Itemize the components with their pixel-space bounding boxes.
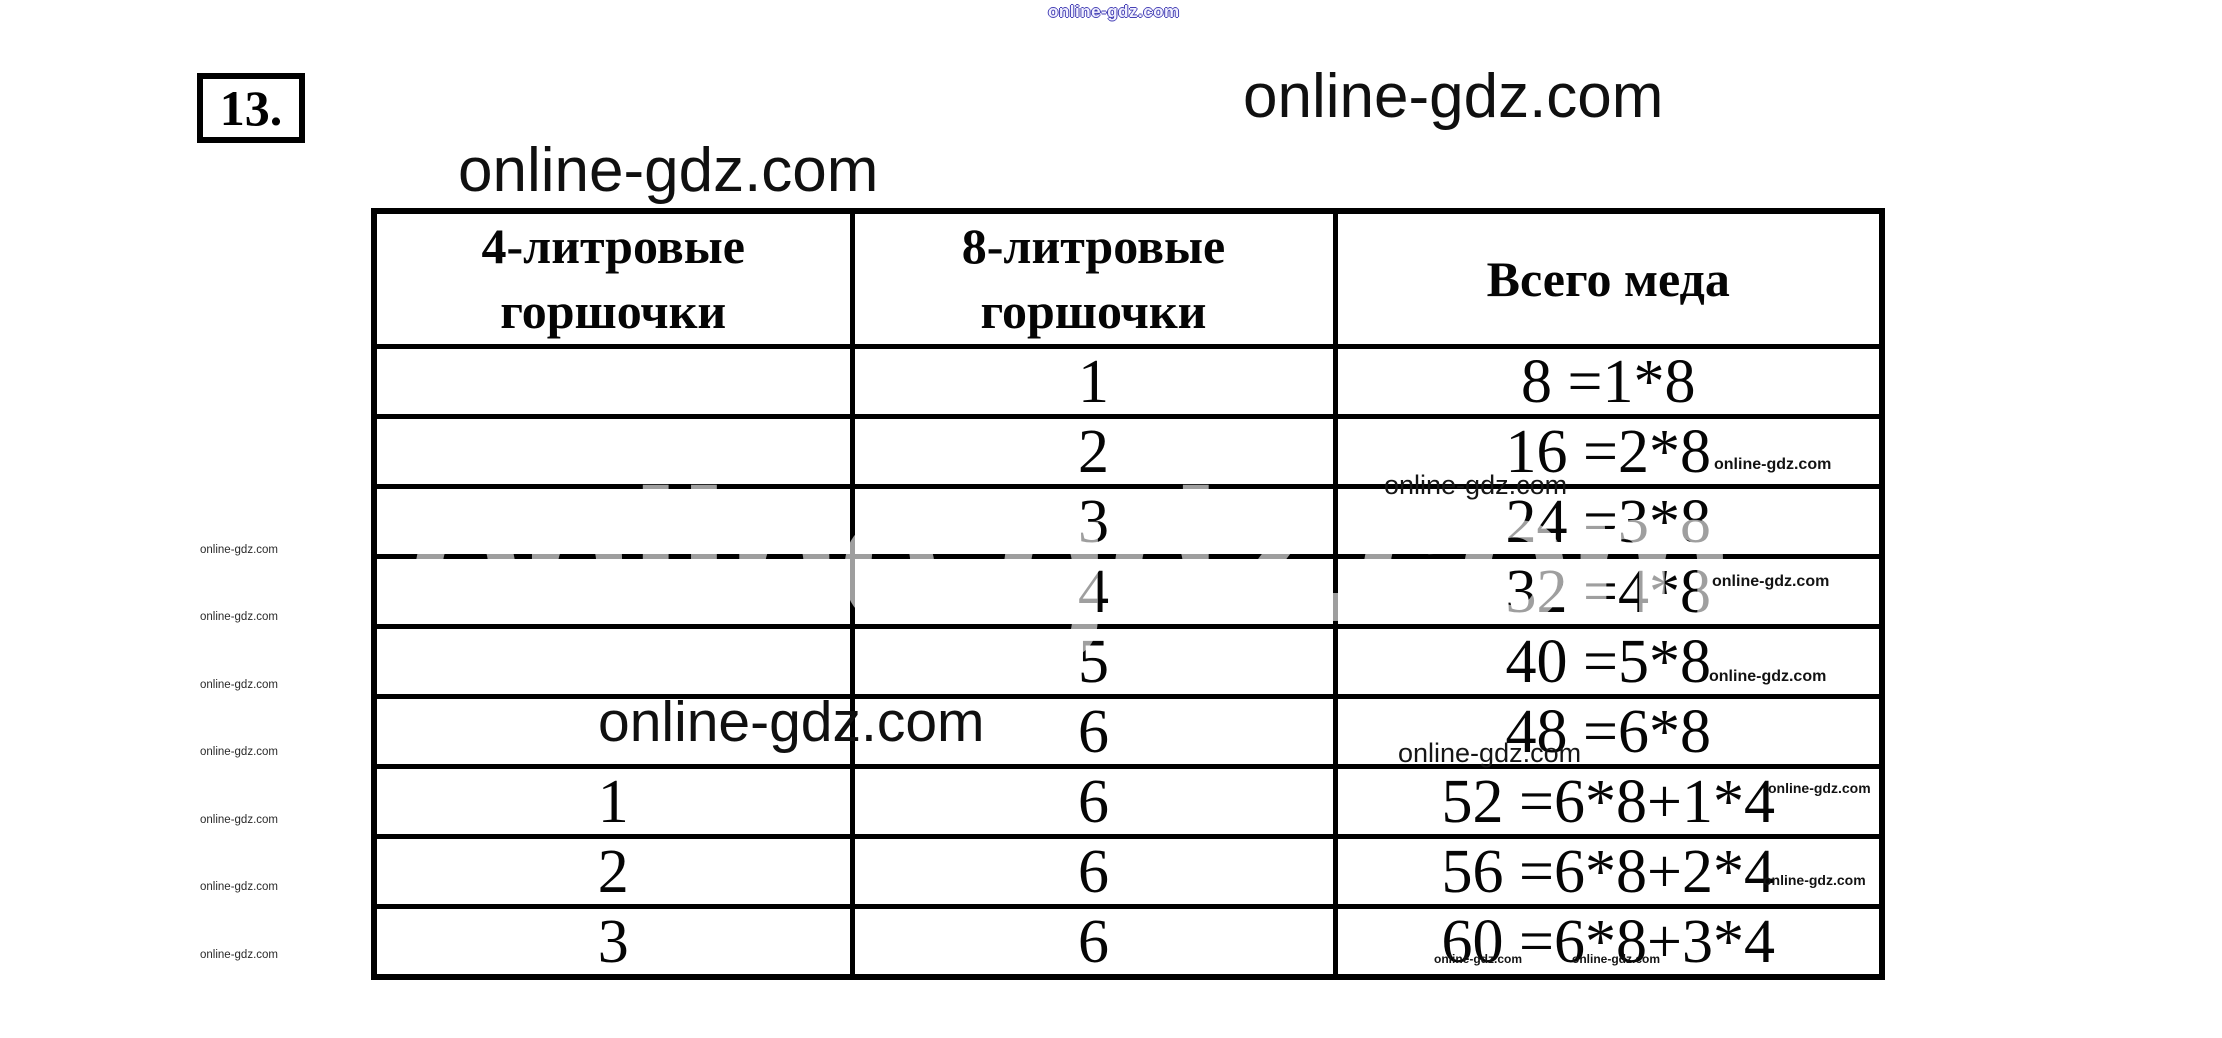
table-row: 4 32 =4*8 — [371, 554, 1885, 629]
cell-4-liter-pots — [371, 694, 855, 769]
watermark-small-row2: online-gdz.com — [1714, 456, 1832, 473]
table-row: 3 6 60 =6*8+3*4 — [371, 904, 1885, 980]
watermark-left-margin: online-gdz.com — [200, 814, 278, 826]
watermark-left-margin: online-gdz.com — [200, 544, 278, 556]
cell-8-liter-pots: 4 — [849, 554, 1338, 629]
table-row: 3 24 =3*8 — [371, 484, 1885, 559]
cell-4-liter-pots: 2 — [371, 834, 855, 909]
cell-total-honey: 56 =6*8+2*4 — [1332, 834, 1885, 909]
cell-total-honey: 60 =6*8+3*4 — [1332, 904, 1885, 980]
cell-8-liter-pots: 1 — [849, 344, 1338, 419]
watermark-upper-left: online-gdz.com — [458, 136, 879, 205]
watermark-left-margin: online-gdz.com — [200, 881, 278, 893]
col-header-4-liter-pots: 4-литровые горшочки — [371, 208, 855, 349]
cell-4-liter-pots — [371, 484, 855, 559]
cell-4-liter-pots: 1 — [371, 764, 855, 839]
watermark-small-row4: online-gdz.com — [1712, 573, 1830, 590]
table-row: 6 48 =6*8 — [371, 694, 1885, 769]
watermark-top-right: online-gdz.com — [1243, 62, 1664, 131]
cell-4-liter-pots — [371, 344, 855, 419]
watermark-left-margin: online-gdz.com — [200, 679, 278, 691]
cell-8-liter-pots: 5 — [849, 624, 1338, 699]
table-row: 2 6 56 =6*8+2*4 — [371, 834, 1885, 909]
problem-number-box: 13. — [197, 73, 305, 143]
cell-total-honey: 48 =6*8 — [1332, 694, 1885, 769]
cell-total-honey: 8 =1*8 — [1332, 344, 1885, 419]
cell-8-liter-pots: 6 — [849, 694, 1338, 769]
watermark-tiny-row9-left: online-gdz.com — [1434, 952, 1522, 966]
table-row: 1 6 52 =6*8+1*4 — [371, 764, 1885, 839]
honey-pots-table: 4-литровые горшочки 8-литровые горшочки … — [371, 208, 1885, 980]
col-header-total-honey: Всего меда — [1332, 208, 1885, 349]
watermark-medium-row6: online-gdz.com — [1398, 738, 1582, 768]
watermark-small-row8: online-gdz.com — [1763, 872, 1866, 888]
watermark-middle-large: online-gdz.com — [598, 690, 985, 754]
watermark-top-outline: online-gdz.com — [1048, 2, 1180, 21]
watermark-medium-row2: online-gdz.com — [1384, 470, 1568, 500]
cell-4-liter-pots — [371, 414, 855, 489]
cell-total-honey: 24 =3*8 — [1332, 484, 1885, 559]
cell-8-liter-pots: 6 — [849, 904, 1338, 980]
watermark-tiny-row9-right: online-gdz.com — [1572, 952, 1660, 966]
table-row: 2 16 =2*8 — [371, 414, 1885, 489]
header-row: 4-литровые горшочки 8-литровые горшочки … — [371, 208, 1885, 349]
col-header-8-liter-pots: 8-литровые горшочки — [849, 208, 1338, 349]
cell-4-liter-pots — [371, 624, 855, 699]
table-row: 5 40 =5*8 — [371, 624, 1885, 699]
cell-total-honey: 52 =6*8+1*4 — [1332, 764, 1885, 839]
cell-8-liter-pots: 6 — [849, 834, 1338, 909]
cell-total-honey: 40 =5*8 — [1332, 624, 1885, 699]
table-header: 4-литровые горшочки 8-литровые горшочки … — [371, 208, 1885, 349]
watermark-left-margin: online-gdz.com — [200, 949, 278, 961]
watermark-left-margin: online-gdz.com — [200, 611, 278, 623]
watermark-left-margin: online-gdz.com — [200, 746, 278, 758]
cell-8-liter-pots: 3 — [849, 484, 1338, 559]
cell-4-liter-pots: 3 — [371, 904, 855, 980]
cell-total-honey: 32 =4*8 — [1332, 554, 1885, 629]
cell-4-liter-pots — [371, 554, 855, 629]
cell-8-liter-pots: 6 — [849, 764, 1338, 839]
problem-number: 13. — [219, 80, 283, 136]
cell-total-honey: 16 =2*8 — [1332, 414, 1885, 489]
watermark-small-row7: online-gdz.com — [1768, 780, 1871, 796]
watermark-small-row5: online-gdz.com — [1709, 668, 1827, 685]
cell-8-liter-pots: 2 — [849, 414, 1338, 489]
